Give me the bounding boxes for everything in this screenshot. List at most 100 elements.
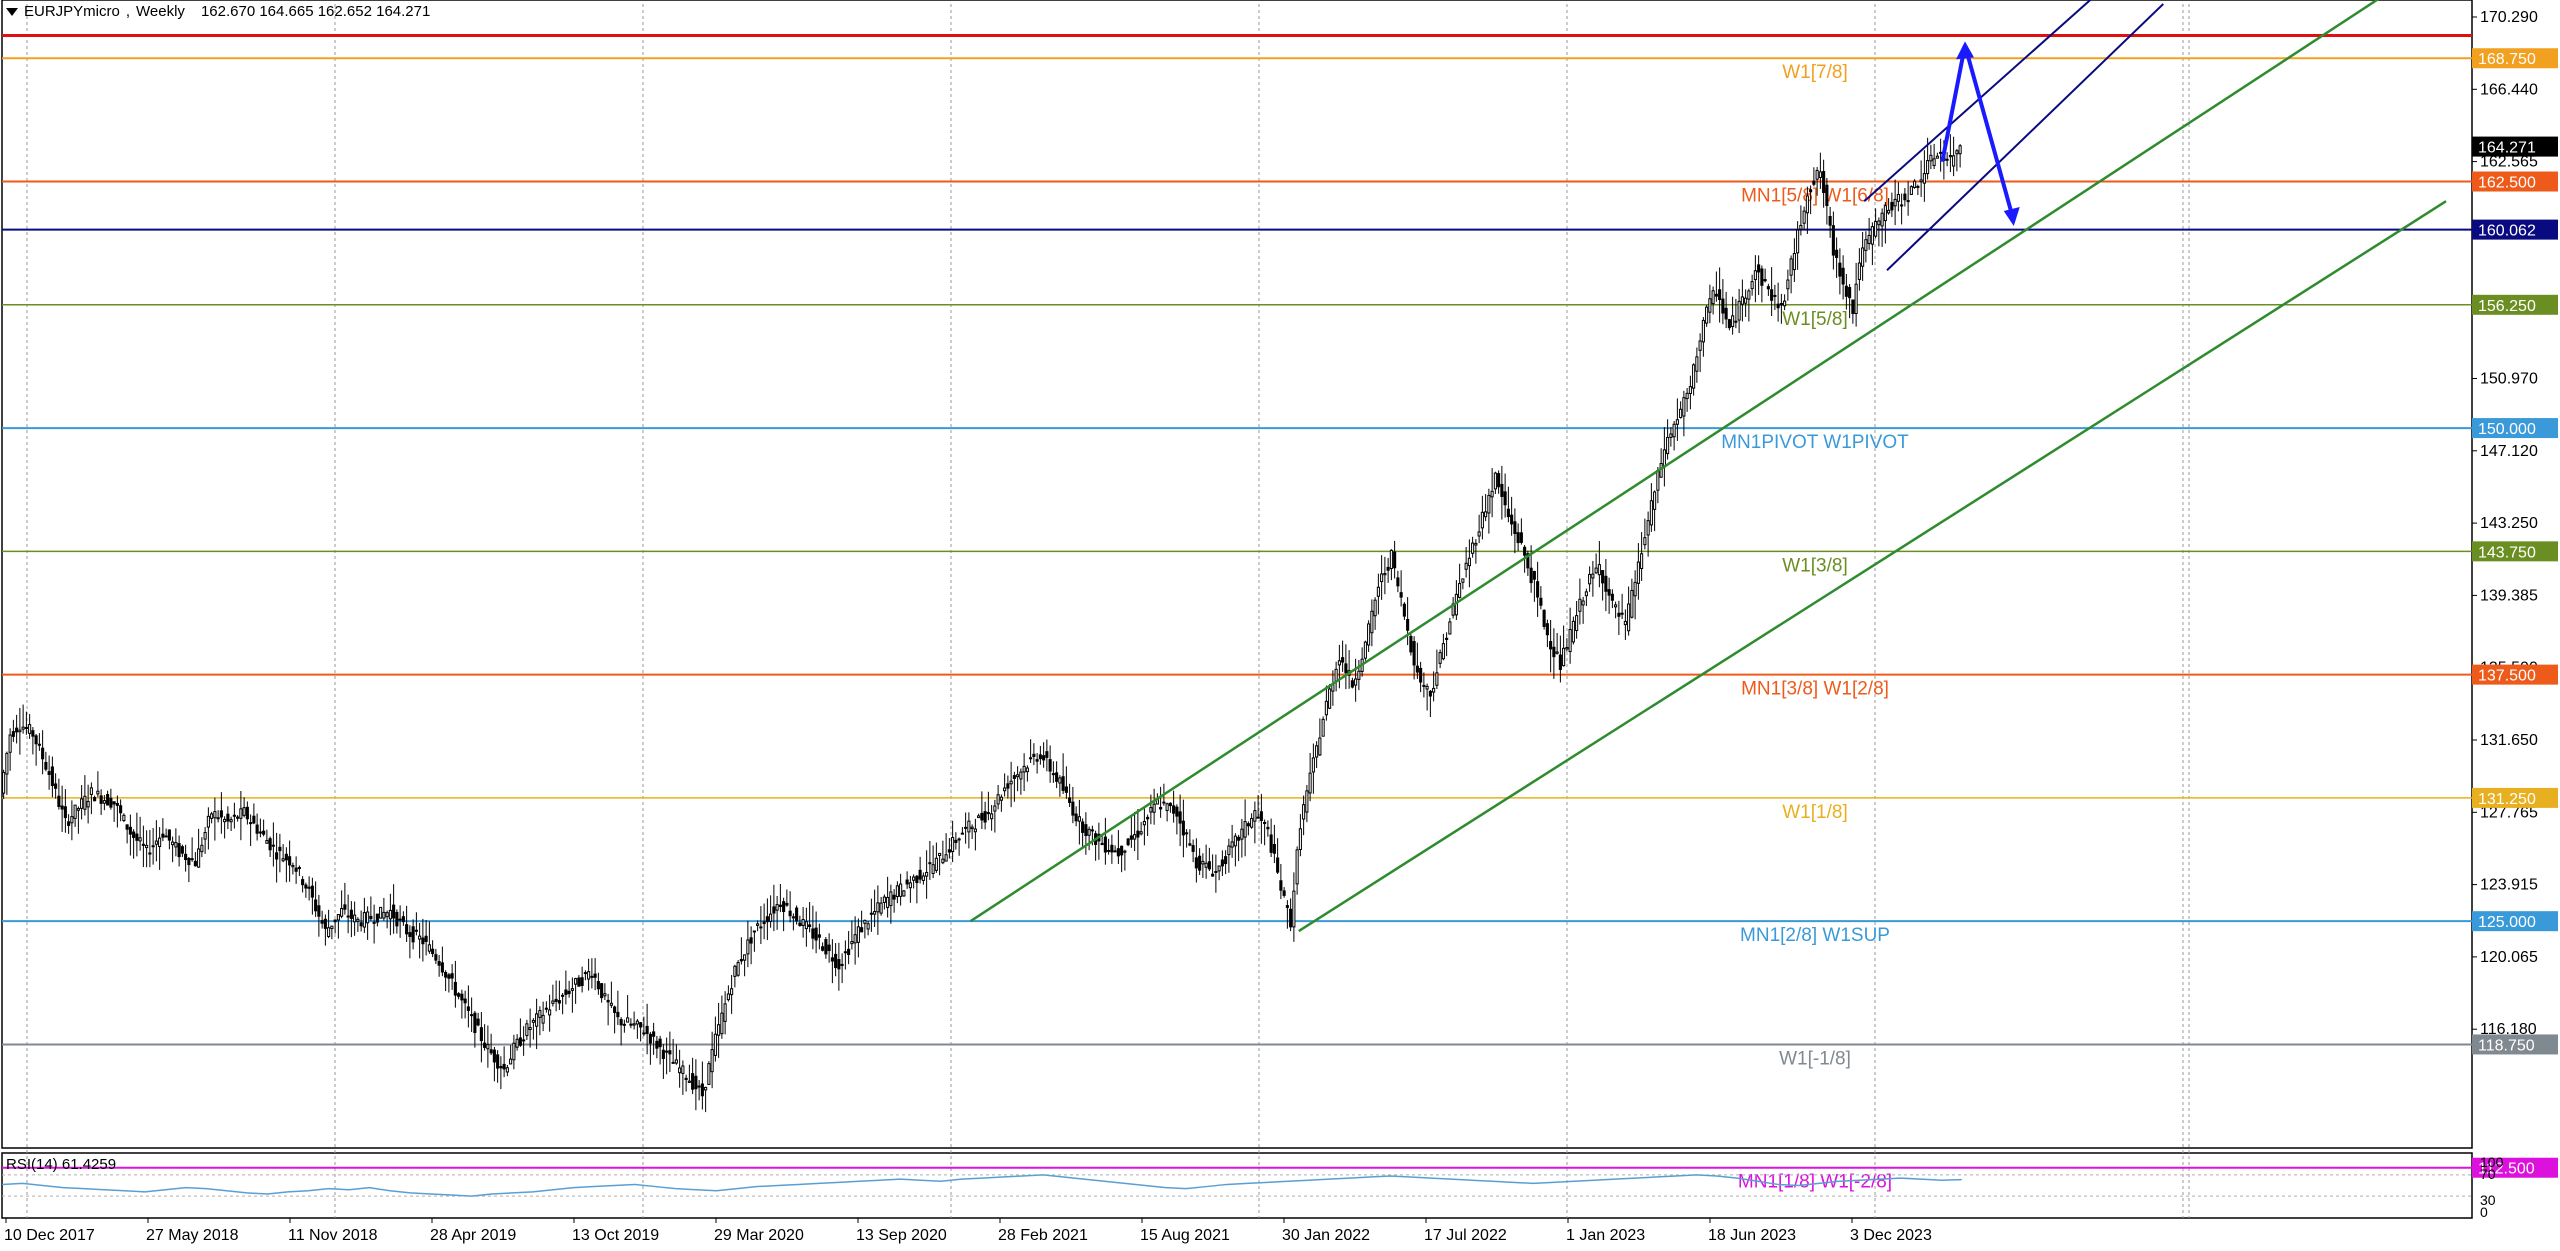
candle-body	[960, 832, 964, 835]
dropdown-triangle-icon[interactable]	[6, 7, 18, 16]
candle-body	[1695, 356, 1699, 372]
candle-body	[1120, 845, 1124, 856]
candle-body	[1354, 678, 1358, 686]
candle-body	[1887, 209, 1891, 214]
candle-body	[557, 1000, 561, 1004]
candle-body	[574, 978, 578, 985]
candle-body	[1874, 221, 1878, 237]
candle-body	[1864, 239, 1868, 251]
candle-body	[1428, 690, 1432, 697]
candle-body	[1328, 688, 1332, 709]
candle-body	[1435, 672, 1439, 686]
candle-body	[1204, 862, 1208, 868]
candle-body	[89, 787, 93, 795]
candle-body	[834, 953, 838, 968]
level-price-tag-text: 168.750	[2478, 51, 2536, 68]
candle-body	[525, 1023, 529, 1037]
candle-body	[151, 845, 155, 848]
trend-channel-line[interactable]	[1298, 200, 2447, 933]
y-axis-tick-label: 143.250	[2480, 515, 2538, 532]
candle-body	[76, 808, 80, 811]
candle-body	[80, 798, 84, 809]
candle-body	[759, 926, 763, 929]
candle-body	[304, 884, 308, 889]
candle-body	[1402, 603, 1406, 617]
candle-body	[830, 957, 834, 962]
trend-channel-line[interactable]	[1863, 0, 2163, 202]
level-price-tag-text: 150.000	[2478, 421, 2536, 438]
candle-body	[382, 911, 386, 919]
x-axis-tick-label: 1 Jan 2023	[1566, 1227, 1645, 1244]
candle-body	[210, 813, 214, 819]
candle-body	[1607, 589, 1611, 596]
candle-body	[1477, 531, 1481, 537]
candle-body	[434, 954, 438, 961]
candle-body	[125, 824, 129, 830]
candle-body	[908, 882, 912, 889]
candle-body	[1419, 667, 1423, 683]
candle-body	[158, 837, 162, 847]
candle-body	[824, 939, 828, 955]
candle-body	[925, 871, 929, 877]
candle-body	[284, 853, 288, 861]
candle-body	[54, 783, 58, 789]
candle-body	[1727, 319, 1731, 329]
candle-body	[1675, 419, 1679, 425]
candle-body	[1792, 253, 1796, 271]
candle-body	[219, 810, 223, 818]
candle-body	[700, 1083, 704, 1097]
candle-body	[704, 1086, 708, 1091]
candle-body	[1610, 593, 1614, 601]
candle-body	[1656, 469, 1660, 491]
x-axis-tick-label: 30 Jan 2022	[1282, 1227, 1370, 1244]
x-axis-tick-label: 28 Apr 2019	[430, 1227, 516, 1244]
candle-body	[1230, 841, 1234, 848]
candle-body	[947, 849, 951, 853]
candle-body	[921, 875, 925, 881]
candle-body	[1584, 591, 1588, 597]
candle-body	[333, 919, 337, 923]
candle-body	[187, 857, 191, 866]
candle-body	[470, 1014, 474, 1017]
candle-body	[1409, 635, 1413, 653]
level-price-tag	[2472, 787, 2558, 808]
candle-body	[882, 896, 886, 903]
candle-body	[652, 1031, 656, 1037]
candle-body	[414, 929, 418, 932]
candle-body	[1263, 821, 1267, 825]
level-label: W1[3/8]	[1782, 555, 1847, 576]
candle-body	[1955, 150, 1959, 155]
candle-body	[1776, 303, 1780, 309]
candle-body	[1467, 557, 1471, 567]
candle-body	[1032, 753, 1036, 757]
candle-body	[1110, 844, 1114, 853]
level-price-tag-text: 160.062	[2478, 223, 2536, 240]
level-label: MN1PIVOT W1PIVOT	[1721, 432, 1909, 453]
candle-body	[405, 924, 409, 935]
candle-body	[1523, 546, 1527, 556]
candle-body	[1315, 745, 1319, 758]
candle-body	[99, 795, 103, 804]
candle-body	[795, 907, 799, 922]
candle-body	[1636, 561, 1640, 584]
level-price-tag-text: 118.750	[2478, 1037, 2535, 1054]
candle-body	[590, 975, 594, 978]
candle-body	[486, 1044, 490, 1050]
candle-body	[2, 771, 6, 794]
candle-body	[1516, 532, 1520, 544]
candle-body	[1133, 834, 1137, 840]
candle-body	[320, 920, 324, 924]
candle-body	[1571, 620, 1575, 643]
candle-body	[616, 1011, 620, 1018]
candle-body	[600, 983, 604, 999]
trend-channel-line[interactable]	[969, 0, 2447, 923]
candle-body	[1568, 628, 1572, 653]
candle-body	[1692, 364, 1696, 389]
candle-body	[1558, 654, 1562, 670]
candle-body	[648, 1033, 652, 1044]
trend-channel-line[interactable]	[1886, 3, 2164, 271]
candle-body	[788, 910, 792, 917]
candle-body	[1883, 205, 1887, 222]
candle-body	[1721, 298, 1725, 314]
